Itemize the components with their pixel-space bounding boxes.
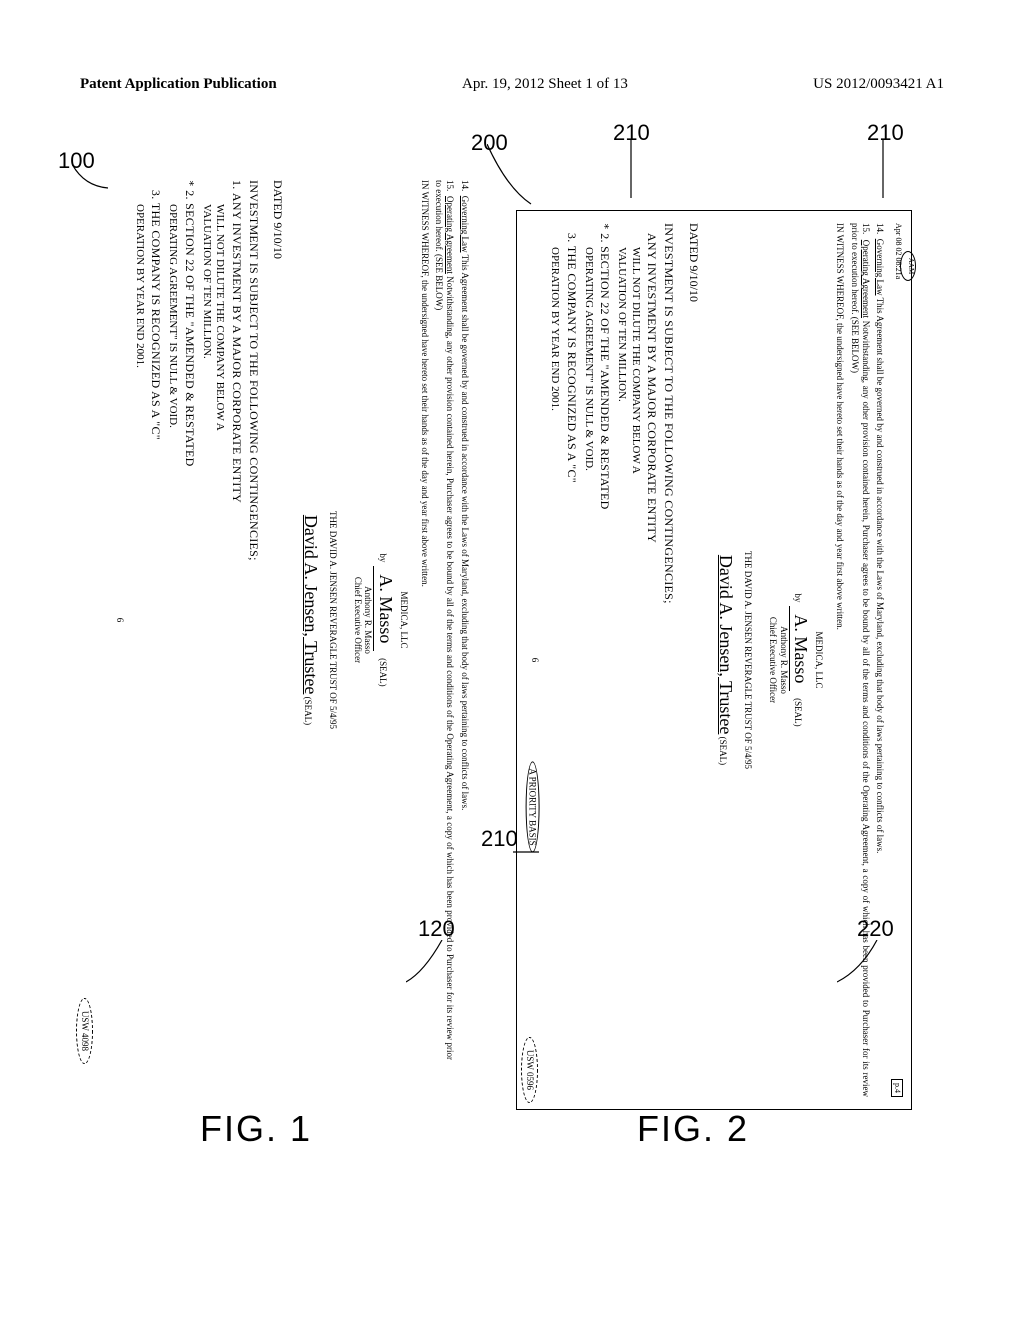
fig1-label: FIG. 1 bbox=[200, 1108, 312, 1150]
c1-l3: VALUATION OF TEN MILLION. bbox=[200, 204, 213, 1060]
c1-l2-r: WILL NOT DILUTE THE COMPANY BELOW A bbox=[628, 247, 641, 1097]
p14-head: Governing Law bbox=[460, 196, 470, 253]
lead-line-210a bbox=[627, 140, 635, 200]
c2-num: 2. bbox=[183, 190, 197, 200]
header-left: Patent Application Publication bbox=[80, 76, 277, 93]
c2-l1: SECTION 22 OF THE "AMENDED & RESTATED bbox=[183, 203, 197, 466]
figure-2: 200 210 210 Apr 08 02 08:21a p.4 14. Gov… bbox=[517, 150, 924, 1160]
page-header: Patent Application Publication Apr. 19, … bbox=[0, 76, 1024, 93]
figure-1: 100 14. Governing Law This Agreement sha… bbox=[100, 150, 507, 1160]
sig-name: Anthony R. Masso bbox=[363, 180, 374, 1060]
sig1-r: A. Masso bbox=[789, 606, 812, 691]
stamp-page: p.4 bbox=[891, 1079, 903, 1097]
date-hand-r: DATED 9/10/10 bbox=[686, 223, 700, 1097]
p15-head-r: Operating Agreement bbox=[861, 240, 871, 318]
hand-head: INVESTMENT IS SUBJECT TO THE FOLLOWING C… bbox=[247, 180, 261, 1060]
p14-num-r: 14. bbox=[875, 223, 885, 234]
header-right: US 2012/0093421 A1 bbox=[813, 76, 944, 93]
p14-head-r: Governing Law bbox=[875, 239, 885, 296]
c1-l1-r: ANY INVESTMENT BY A MAJOR CORPORATE ENTI… bbox=[645, 233, 659, 543]
lead-line-210c bbox=[513, 842, 541, 862]
c3-l2: OPERATION BY YEAR END 2001. bbox=[133, 204, 146, 1060]
p15-num: 15. bbox=[445, 180, 455, 191]
circle-priority: A PRIORITY BASIS bbox=[526, 761, 540, 852]
ref-120: 120 bbox=[418, 916, 455, 942]
ast1: * bbox=[183, 180, 196, 187]
pg-r: 6 bbox=[529, 223, 540, 1097]
company-r: MEDICA, LLC bbox=[813, 223, 824, 1097]
lead-line-120 bbox=[406, 940, 456, 990]
ref-220: 220 bbox=[857, 916, 894, 942]
p15-anno-r: (SEE BELOW) bbox=[850, 317, 860, 373]
c3-l2-r: OPERATION BY YEAR END 2001. bbox=[548, 247, 561, 1097]
circle-initials: AAM bbox=[900, 251, 916, 281]
sig-by: by bbox=[377, 553, 388, 562]
sig-name-r: Anthony R. Masso bbox=[778, 223, 789, 1097]
fig2-label: FIG. 2 bbox=[637, 1108, 749, 1150]
sig-title-r: Chief Executive Officer bbox=[767, 223, 778, 1097]
p15-head: Operating Agreement bbox=[445, 196, 455, 274]
c2-l2: OPERATING AGREEMENT" IS NULL & VOID. bbox=[166, 204, 179, 1060]
p15-num-r: 15. bbox=[861, 223, 871, 234]
hand-head-r: INVESTMENT IS SUBJECT TO THE FOLLOWING C… bbox=[662, 223, 676, 1097]
figures-area: 100 14. Governing Law This Agreement sha… bbox=[100, 150, 924, 1160]
lead-line-210b bbox=[879, 140, 887, 200]
lead-line-220 bbox=[837, 940, 887, 988]
header-center: Apr. 19, 2012 Sheet 1 of 13 bbox=[462, 76, 628, 93]
c3-l1-r: THE COMPANY IS RECOGNIZED AS A "C" bbox=[565, 246, 579, 483]
sig2-r: David A. Jensen, Trustee bbox=[715, 555, 737, 735]
c3-num-r: 3. bbox=[565, 233, 579, 243]
c1-l2: WILL NOT DILUTE THE COMPANY BELOW A bbox=[213, 204, 226, 1060]
trust-r: THE DAVID A. JENSEN REVERAGLE TRUST OF 5… bbox=[742, 223, 753, 1097]
p14-body-r: This Agreement shall be governed by and … bbox=[875, 295, 885, 853]
c1-l3-r: VALUATION OF TEN MILLION. bbox=[615, 247, 628, 1097]
c2-l2-r: OPERATING AGREEMENT" IS NULL & VOID. bbox=[582, 247, 595, 1097]
seal2: (SEAL) bbox=[303, 697, 313, 726]
seal2-r: (SEAL) bbox=[718, 737, 728, 766]
sig1: A. Masso bbox=[373, 566, 396, 651]
trust: THE DAVID A. JENSEN REVERAGLE TRUST OF 5… bbox=[327, 180, 338, 1060]
seal1: (SEAL) bbox=[378, 658, 388, 687]
c2-num-r: 2. bbox=[598, 233, 612, 243]
c1-num: 1. bbox=[230, 180, 244, 190]
c3-num: 3. bbox=[149, 190, 163, 200]
ast1-r: * bbox=[598, 223, 611, 230]
p14-num: 14. bbox=[460, 180, 470, 191]
lead-line-200 bbox=[487, 144, 535, 210]
c3-l1: THE COMPANY IS RECOGNIZED AS A "C" bbox=[149, 203, 163, 440]
pg: 6 bbox=[114, 180, 125, 1060]
sig2: David A. Jensen, Trustee bbox=[299, 515, 321, 695]
date-hand: DATED 9/10/10 bbox=[271, 180, 285, 1060]
seal1-r: (SEAL) bbox=[793, 698, 803, 727]
c2-l1-r: SECTION 22 OF THE "AMENDED & RESTATED bbox=[598, 246, 612, 509]
sig-by-r: by bbox=[793, 593, 804, 602]
p15-anno: (SEE BELOW) bbox=[434, 254, 444, 310]
bates-left: USW 4098 bbox=[76, 998, 93, 1064]
company: MEDICA, LLC bbox=[398, 180, 409, 1060]
sig-title: Chief Executive Officer bbox=[352, 180, 363, 1060]
c1-l1: ANY INVESTMENT BY A MAJOR CORPORATE ENTI… bbox=[230, 193, 244, 503]
p14-body: This Agreement shall be governed by and … bbox=[460, 252, 470, 810]
